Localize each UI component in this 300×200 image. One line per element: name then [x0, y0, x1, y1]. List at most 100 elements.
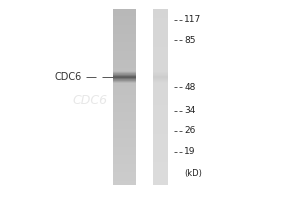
Bar — [113, 156, 136, 157]
Bar — [113, 146, 136, 147]
Bar — [153, 167, 168, 168]
Bar — [153, 53, 168, 54]
Bar — [113, 86, 136, 87]
Bar — [153, 31, 168, 32]
Bar — [113, 178, 136, 179]
Bar — [153, 182, 168, 183]
Bar — [113, 41, 136, 42]
Bar — [113, 64, 136, 65]
Bar — [153, 115, 168, 116]
Bar — [153, 10, 168, 11]
Bar — [153, 95, 168, 96]
Bar — [113, 10, 136, 11]
Bar — [113, 150, 136, 151]
Bar — [153, 171, 168, 172]
Bar — [113, 19, 136, 20]
Bar — [113, 167, 136, 168]
Text: 117: 117 — [184, 15, 202, 24]
Bar — [153, 109, 168, 110]
Bar — [153, 156, 168, 157]
Bar — [113, 31, 136, 32]
Bar — [153, 137, 168, 138]
Bar — [113, 116, 136, 117]
Bar — [113, 87, 136, 88]
Bar — [113, 44, 136, 45]
Bar — [153, 139, 168, 140]
Bar — [153, 149, 168, 150]
Bar — [153, 25, 168, 26]
Bar — [153, 154, 168, 155]
Bar — [113, 136, 136, 137]
Bar — [113, 22, 136, 23]
Bar — [113, 83, 136, 84]
Bar — [113, 127, 136, 128]
Bar — [153, 92, 168, 93]
Bar — [153, 96, 168, 97]
Bar — [153, 126, 168, 127]
Bar — [113, 71, 136, 72]
Bar — [113, 173, 136, 174]
Bar — [153, 16, 168, 17]
Bar — [113, 108, 136, 109]
Bar — [113, 21, 136, 22]
Bar — [113, 129, 136, 130]
Bar — [153, 90, 168, 91]
Bar — [153, 103, 168, 104]
Bar — [113, 66, 136, 67]
Bar — [153, 146, 168, 147]
Bar — [113, 67, 136, 68]
Bar — [113, 172, 136, 173]
Bar — [153, 22, 168, 23]
Bar — [113, 141, 136, 142]
Bar — [113, 53, 136, 54]
Bar — [113, 95, 136, 96]
Bar — [153, 79, 168, 80]
Bar — [153, 11, 168, 12]
Bar — [113, 148, 136, 149]
Bar — [113, 105, 136, 106]
Bar — [113, 54, 136, 55]
Bar — [153, 56, 168, 57]
Bar — [153, 63, 168, 64]
Bar — [153, 122, 168, 123]
Bar — [153, 106, 168, 107]
Bar — [113, 68, 136, 69]
Bar — [153, 35, 168, 36]
Bar — [113, 142, 136, 143]
Bar — [153, 121, 168, 122]
Bar — [113, 45, 136, 46]
Bar — [113, 159, 136, 160]
Bar — [153, 66, 168, 67]
Bar — [153, 14, 168, 15]
Bar — [113, 93, 136, 94]
Bar — [113, 14, 136, 15]
Bar — [153, 123, 168, 124]
Bar — [153, 76, 168, 77]
Bar — [113, 153, 136, 154]
Bar — [153, 151, 168, 152]
Bar — [113, 73, 136, 74]
Bar — [153, 184, 168, 185]
Bar — [153, 174, 168, 175]
Bar — [153, 80, 168, 81]
Bar — [113, 16, 136, 17]
Bar — [153, 160, 168, 161]
Bar — [113, 77, 136, 78]
Bar — [113, 97, 136, 98]
Bar — [113, 101, 136, 102]
Bar — [153, 133, 168, 134]
Bar — [153, 48, 168, 49]
Bar — [153, 73, 168, 74]
Bar — [153, 161, 168, 162]
Bar — [113, 61, 136, 62]
Bar — [113, 79, 136, 80]
Bar — [113, 60, 136, 61]
Bar — [113, 72, 136, 73]
Bar — [113, 110, 136, 111]
Text: 48: 48 — [184, 83, 196, 92]
Bar — [153, 104, 168, 105]
Bar — [113, 106, 136, 107]
Bar — [153, 128, 168, 129]
Bar — [153, 55, 168, 56]
Bar — [113, 133, 136, 134]
